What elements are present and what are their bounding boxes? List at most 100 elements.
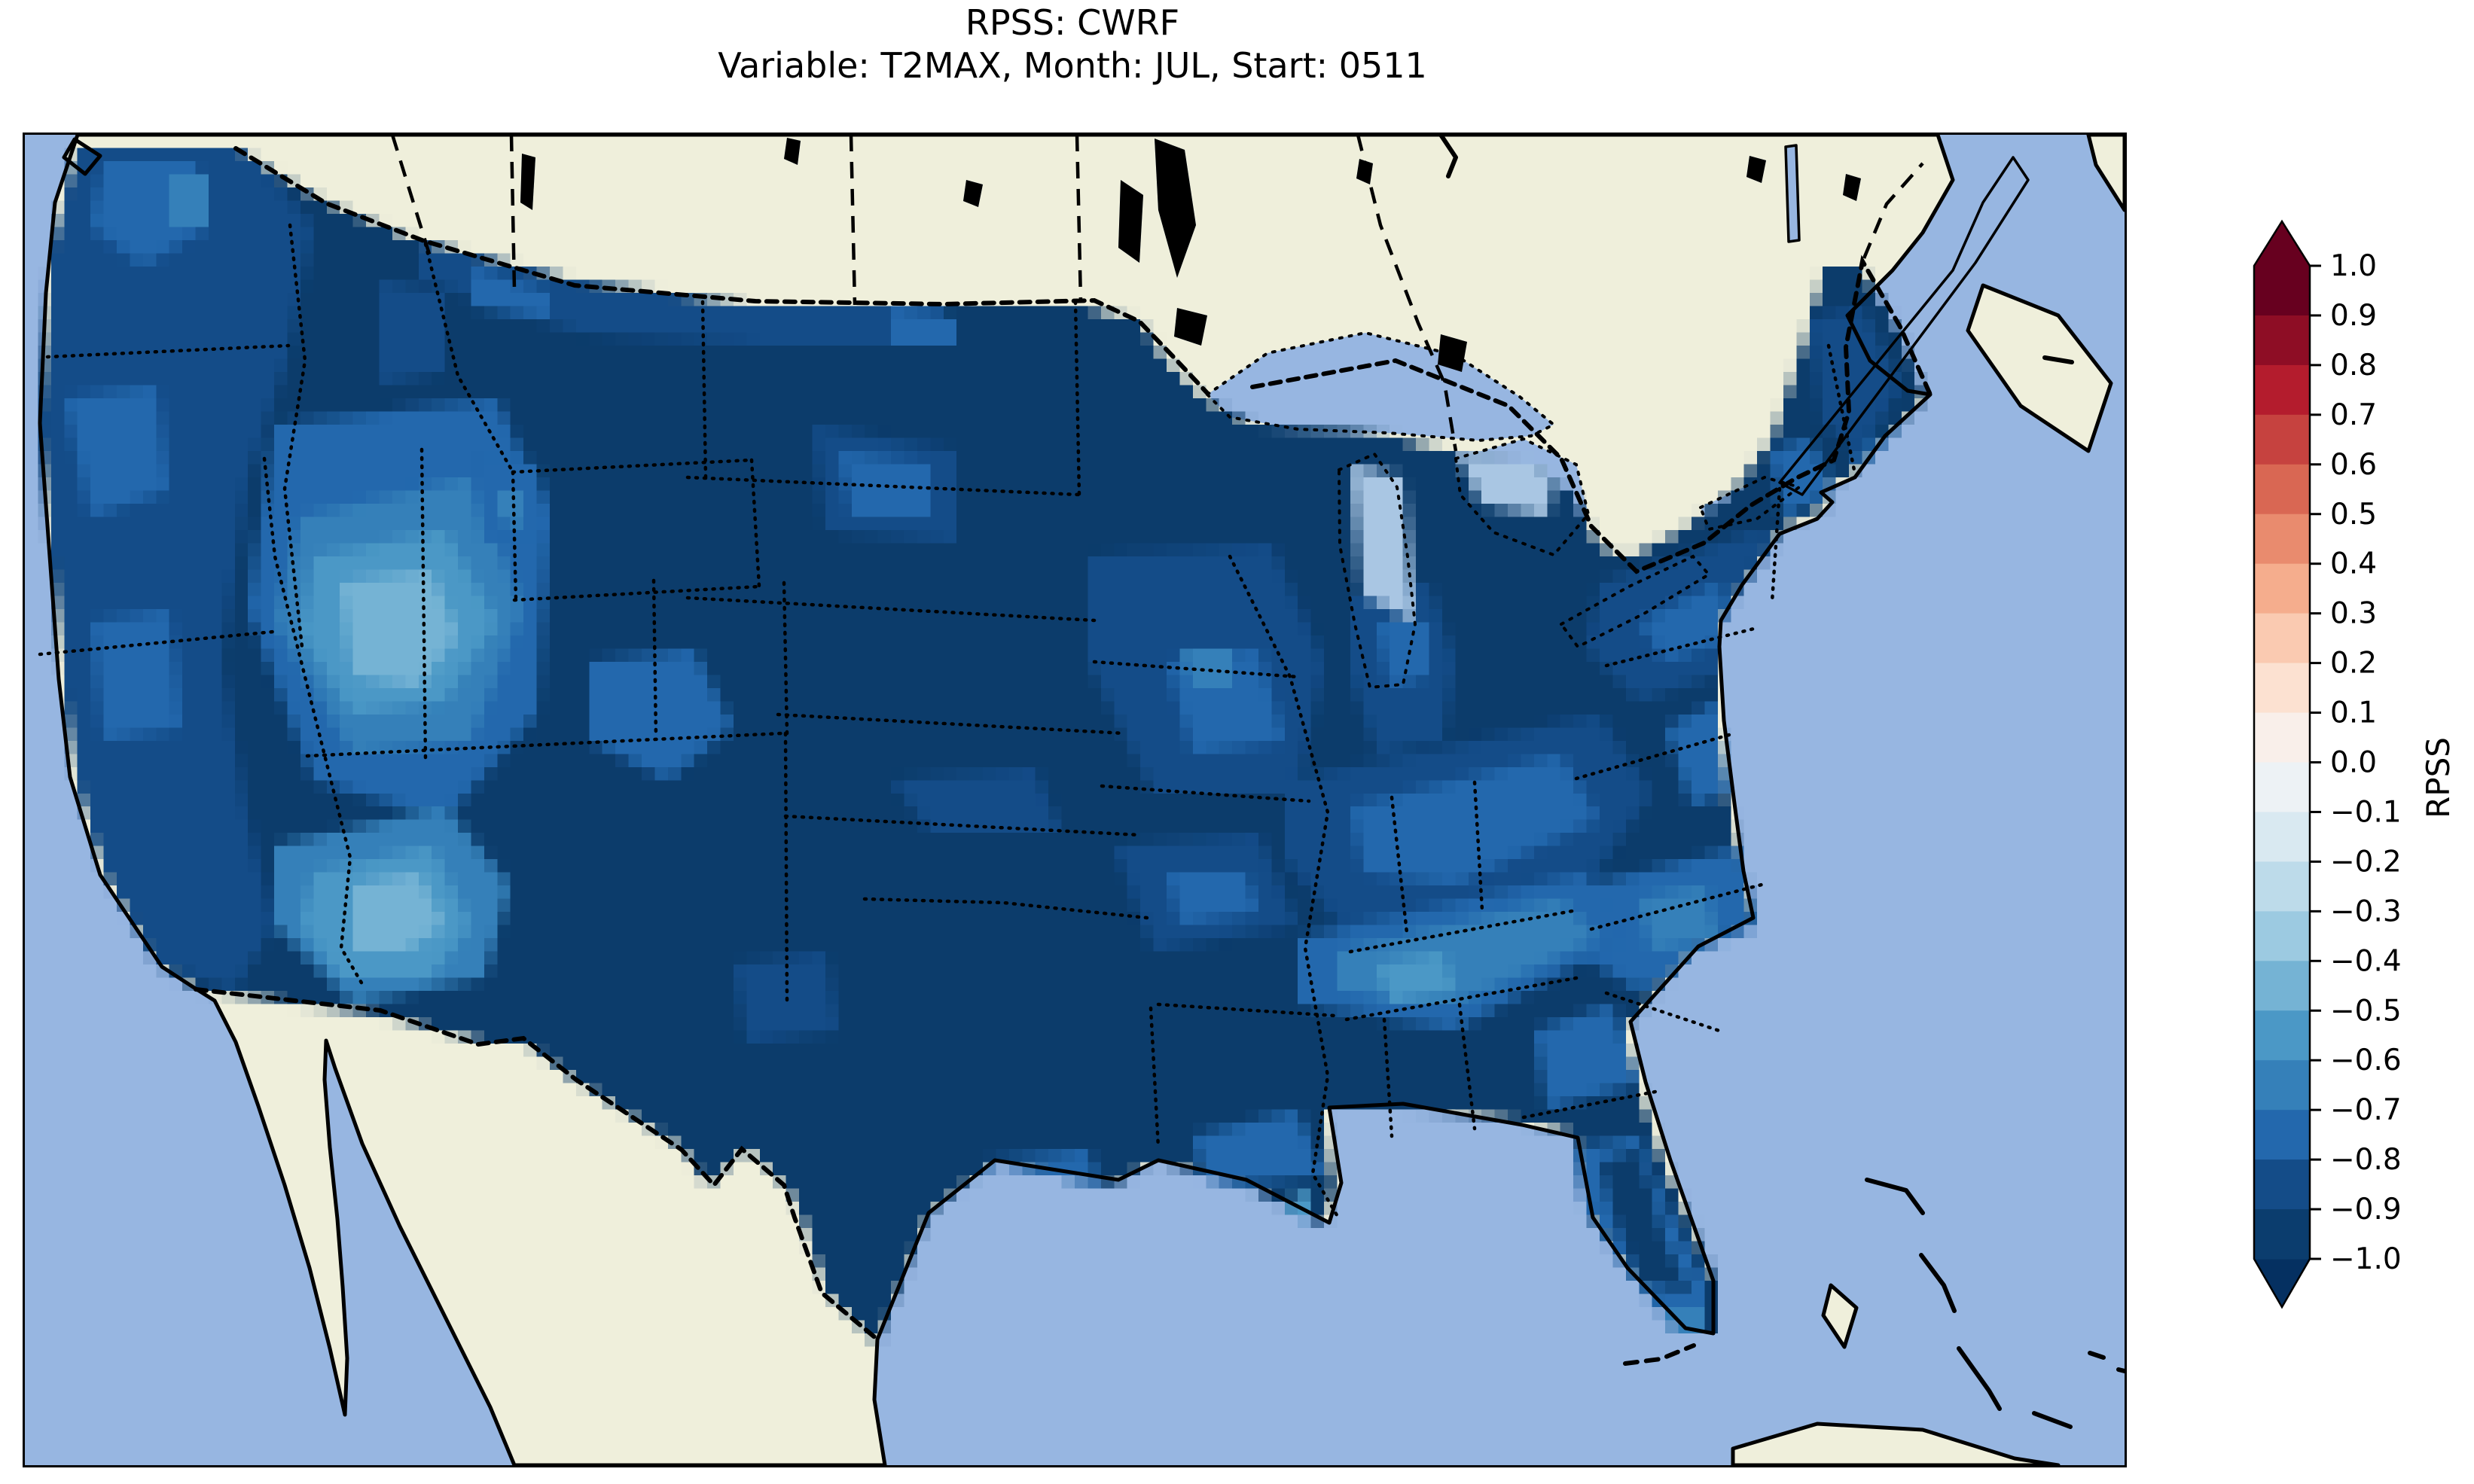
state-line [783,731,789,1003]
colorbar-tick-label: −0.6 [2330,1044,2402,1077]
waterline-line [1778,156,2030,496]
state-line [1826,343,1857,476]
prov-line [849,135,857,306]
colorbar-tick-label: 0.0 [2330,746,2377,780]
state-line [305,731,784,758]
water-line [1337,452,1417,690]
pond-line [520,154,535,210]
colorbar-segment [2254,1010,2310,1061]
colorbar-segment [2254,961,2310,1011]
colorbar-tick-label: 0.9 [2330,299,2377,333]
water-line [1698,475,1803,532]
colorbar-tick-label: 0.1 [2330,696,2377,730]
colorbar-arrow-top [2254,221,2310,266]
pond-line [1356,159,1373,184]
colorbar-segment [2254,266,2310,316]
water-line [1559,554,1712,649]
isoline-line [2088,1351,2106,1360]
pond-line [784,138,801,165]
pond-line [1118,180,1143,263]
colorbar-segment [2254,861,2310,912]
chart-title: RPSS: CWRF Variable: T2MAX, Month: JUL, … [23,2,2122,87]
intl-line [194,987,880,1342]
state-line [651,578,658,739]
colorbar-tick-label: 0.6 [2330,448,2377,482]
state-line [423,242,515,474]
pond-line [1174,308,1207,346]
colorbar-segment [2254,663,2310,714]
state-line [282,223,307,649]
colorbar-tick-label: 0.4 [2330,547,2377,581]
pond-line [963,180,983,207]
state-line [1348,908,1579,954]
state-line [1149,1006,1161,1150]
state-line [38,629,276,657]
colorbar-segment [2254,812,2310,862]
state-line [1574,731,1737,781]
island-line [62,137,102,176]
state-line [1604,991,1722,1033]
colorbar-axis-label: RPSS [2420,737,2457,818]
state-line [1604,626,1759,668]
state-line [1073,300,1081,498]
intl-line [1250,254,1933,574]
colorbar-tick-label: 1.0 [2330,249,2377,283]
state-line [262,456,365,986]
colorbar-segment [2254,464,2310,515]
isoline-line [2042,355,2074,364]
state-line [783,814,1142,837]
prov-line [390,135,434,262]
colorbar-svg: 1.0 0.9 0.8 0.7 0.6 0.5 0.4 0.3 0.2 0.1 0.0 −0.1 −0.… [2253,219,2457,1309]
state-line [1092,660,1300,679]
land-line [38,135,1955,1465]
state-line [1382,1017,1394,1138]
state-line [685,596,1097,623]
colorbar-tick-label: −0.4 [2330,944,2402,978]
colorbar-tick-label: 0.8 [2330,349,2377,382]
pond-line [1438,334,1467,372]
prov-line [509,135,517,290]
isoline-line [1919,1253,1957,1313]
state-line [1589,882,1767,931]
map-panel [23,133,2127,1467]
colorbar-segment [2254,712,2310,763]
colorbar-tick-label: 0.3 [2330,597,2377,631]
colorbar-segment [2254,1060,2310,1111]
colorbar-segment [2254,513,2310,565]
waterline-line [1784,144,1801,243]
isoline-line [1438,135,1458,178]
water-line [1204,331,1557,443]
isoline-line [2032,1411,2073,1429]
pond-line [1843,174,1861,201]
prov-line [1356,135,1458,452]
title-line-1: RPSS: CWRF [965,2,1180,43]
state-line [1228,554,1341,1221]
colorbar-tick-label: −0.7 [2330,1093,2402,1127]
prov-line [1075,135,1083,302]
colorbar-tick-label: 0.7 [2330,398,2377,432]
state-line [1390,795,1409,935]
rpss-heatmap-canvas [25,135,2125,1465]
colorbar: 1.0 0.9 0.8 0.7 0.6 0.5 0.4 0.3 0.2 0.1 0.0 −0.1 −0.… [2229,217,2474,1324]
state-line [512,584,761,602]
island-line [1966,283,2113,453]
state-line [776,712,1127,736]
intl-line [233,146,1210,395]
colorbar-tick-label: −0.8 [2330,1143,2402,1177]
state-line [1344,976,1579,1022]
colorbar-tick-label: −1.0 [2330,1242,2402,1276]
island-line [1731,1422,2061,1465]
water-line [1454,437,1591,557]
state-line [700,300,708,480]
colorbar-tick-label: −0.5 [2330,994,2402,1028]
colorbar-tick-label: −0.9 [2330,1193,2402,1227]
colorbar-segment [2254,911,2310,961]
pond-line [1155,139,1196,278]
isoline-line [2116,1367,2125,1373]
isoline-line [1957,1346,2002,1411]
colorbar-tick-label: 0.2 [2330,647,2377,681]
state-line [1472,780,1484,913]
state-line [862,897,1149,920]
colorbar-arrow-bottom [2254,1259,2310,1307]
